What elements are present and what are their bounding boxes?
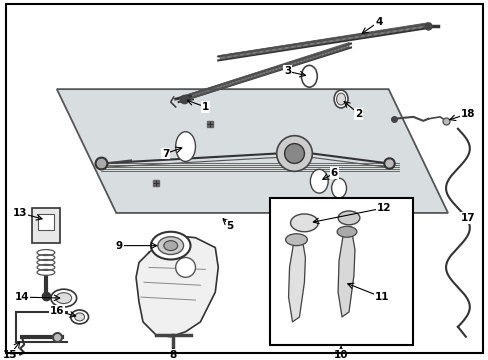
Text: 6: 6 bbox=[330, 168, 337, 178]
Circle shape bbox=[284, 144, 304, 163]
Text: 7: 7 bbox=[162, 149, 169, 158]
Text: 8: 8 bbox=[169, 350, 176, 360]
Ellipse shape bbox=[285, 234, 307, 246]
Ellipse shape bbox=[158, 237, 183, 255]
Ellipse shape bbox=[333, 90, 347, 108]
Text: 5: 5 bbox=[226, 221, 233, 231]
Ellipse shape bbox=[331, 178, 346, 198]
Bar bbox=[269, 198, 412, 345]
Bar bbox=[32, 208, 60, 243]
Ellipse shape bbox=[290, 214, 318, 232]
Circle shape bbox=[175, 257, 195, 277]
Text: 10: 10 bbox=[333, 350, 347, 360]
Ellipse shape bbox=[75, 313, 84, 321]
Polygon shape bbox=[57, 89, 447, 213]
Text: 2: 2 bbox=[355, 109, 362, 119]
Text: 3: 3 bbox=[284, 66, 291, 76]
Ellipse shape bbox=[175, 132, 195, 161]
Text: 13: 13 bbox=[13, 208, 27, 218]
Text: 9: 9 bbox=[116, 240, 122, 251]
Ellipse shape bbox=[151, 232, 190, 260]
Polygon shape bbox=[337, 227, 354, 317]
Polygon shape bbox=[288, 235, 305, 322]
Ellipse shape bbox=[337, 211, 359, 225]
Text: 17: 17 bbox=[460, 213, 474, 223]
Ellipse shape bbox=[336, 93, 345, 105]
Circle shape bbox=[276, 136, 312, 171]
Bar bbox=[38, 214, 54, 230]
Text: 4: 4 bbox=[374, 17, 382, 27]
Ellipse shape bbox=[301, 66, 317, 87]
Text: 11: 11 bbox=[374, 292, 388, 302]
Text: 14: 14 bbox=[15, 292, 29, 302]
Text: 16: 16 bbox=[49, 306, 64, 316]
Text: 18: 18 bbox=[460, 109, 474, 119]
Text: 15: 15 bbox=[3, 350, 18, 360]
Ellipse shape bbox=[163, 241, 177, 251]
Ellipse shape bbox=[310, 169, 327, 193]
Ellipse shape bbox=[56, 293, 72, 303]
Ellipse shape bbox=[51, 289, 77, 307]
Ellipse shape bbox=[336, 226, 356, 237]
Polygon shape bbox=[136, 236, 218, 337]
Text: 1: 1 bbox=[202, 102, 208, 112]
Text: 12: 12 bbox=[376, 203, 390, 213]
Ellipse shape bbox=[71, 310, 88, 324]
